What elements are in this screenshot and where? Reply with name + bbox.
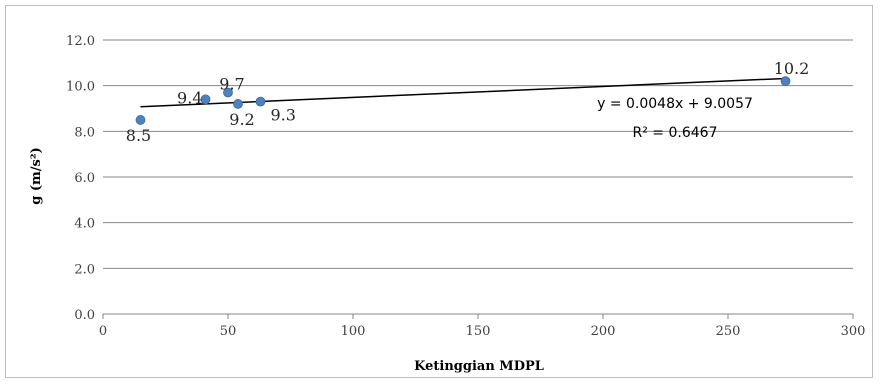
x-tick-label: 150 [466, 324, 491, 339]
data-label-1: 9.4 [177, 88, 202, 107]
y-tick-label: 12.0 [66, 34, 95, 49]
data-point-0 [135, 115, 146, 125]
x-tick-label: 100 [341, 324, 366, 339]
y-tick-labels: 0.0 2.0 4.0 6.0 8.0 10.0 12.0 [66, 34, 95, 323]
x-tick-label: 300 [841, 324, 866, 339]
data-label-2: 9.7 [219, 75, 244, 94]
trendline-equation: y = 0.0048x + 9.0057 [597, 96, 753, 112]
data-label-5: 10.2 [774, 59, 810, 78]
x-tick-labels: 0 50 100 150 200 250 300 [99, 324, 866, 339]
data-point-4 [255, 96, 266, 107]
y-tick-label: 6.0 [74, 171, 95, 186]
data-labels: 8.5 9.4 9.7 9.2 9.3 10.2 [126, 59, 810, 145]
y-tick-label: 2.0 [74, 262, 95, 277]
data-point-1 [200, 94, 211, 105]
trendline-r-squared: R² = 0.6467 [633, 125, 718, 141]
data-point-2 [223, 87, 233, 98]
data-points [135, 76, 791, 125]
x-tick-label: 250 [716, 324, 741, 339]
trendline-group [140, 77, 786, 108]
y-tick-label: 10.0 [66, 80, 95, 95]
data-point-3 [233, 99, 243, 109]
grid-lines [102, 39, 854, 319]
data-label-4: 9.3 [271, 106, 296, 125]
x-tick-label: 200 [591, 324, 616, 339]
data-label-0: 8.5 [126, 126, 151, 145]
data-label-3: 9.2 [229, 110, 254, 129]
y-tick-label: 4.0 [74, 217, 95, 232]
x-tick-label: 50 [220, 324, 237, 339]
trendline [140, 77, 786, 108]
data-point-5 [780, 76, 791, 86]
x-axis-title: Ketinggian MDPL [414, 359, 544, 374]
y-axis-title: g (m/s²) [29, 147, 44, 204]
x-tick-label: 0 [99, 324, 107, 339]
y-tick-label: 0.0 [74, 308, 95, 323]
y-tick-label: 8.0 [74, 125, 95, 140]
